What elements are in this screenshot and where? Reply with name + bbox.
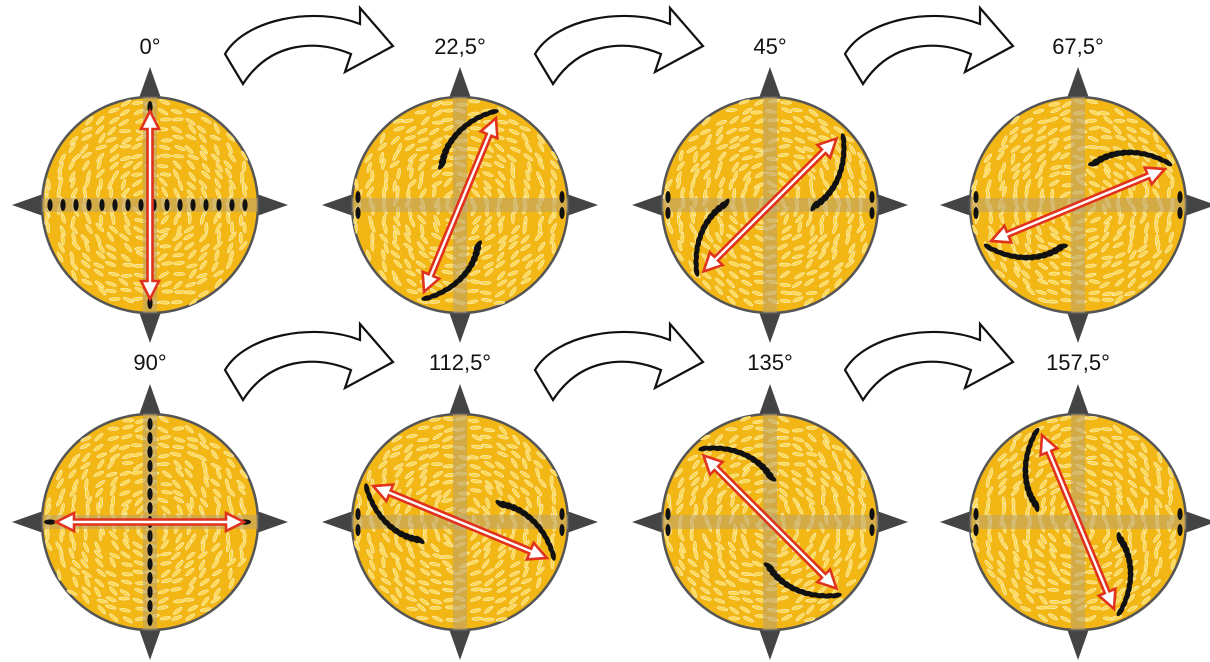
compass-marker [12, 193, 46, 217]
rotation-step-arrow [533, 5, 705, 87]
angle-label: 0° [139, 34, 161, 59]
polarizer-panel [322, 384, 598, 660]
polarization-arrow [701, 453, 839, 591]
polarizer-panel [940, 384, 1210, 660]
angle-label: 67,5° [1052, 34, 1104, 59]
compass-marker [940, 193, 974, 217]
compass-marker [138, 67, 162, 101]
polarizer-panel [632, 67, 908, 343]
compass-marker [758, 67, 782, 101]
polarization-arrow [53, 510, 247, 534]
angle-label: 22,5° [434, 34, 486, 59]
compass-marker [138, 626, 162, 660]
polarizer-panel [12, 384, 288, 660]
compass-marker [1066, 626, 1090, 660]
polarization-arrow [1039, 432, 1117, 612]
compass-marker [322, 193, 356, 217]
compass-marker [138, 384, 162, 418]
compass-marker [874, 193, 908, 217]
compass-marker [138, 309, 162, 343]
compass-marker [254, 510, 288, 534]
rotation-step-arrow [843, 321, 1015, 403]
polarization-arrow [988, 166, 1168, 244]
angle-label: 157,5° [1046, 350, 1110, 375]
compass-marker [940, 510, 974, 534]
compass-marker [448, 67, 472, 101]
polarizer-panel [12, 67, 288, 343]
rotation-step-arrow [843, 5, 1015, 87]
compass-marker [1066, 384, 1090, 418]
compass-marker [448, 309, 472, 343]
angle-label: 135° [747, 350, 793, 375]
polarization-arrow [701, 136, 839, 274]
compass-marker [254, 193, 288, 217]
compass-marker [322, 510, 356, 534]
compass-marker [448, 626, 472, 660]
compass-marker [1066, 67, 1090, 101]
polarizer-panel [632, 384, 908, 660]
compass-marker [448, 384, 472, 418]
compass-marker [874, 510, 908, 534]
compass-marker [12, 510, 46, 534]
compass-marker [632, 510, 666, 534]
rotation-step-arrow [533, 321, 705, 403]
angle-label: 45° [753, 34, 787, 59]
compass-marker [564, 510, 598, 534]
compass-marker [758, 384, 782, 418]
compass-marker [1182, 193, 1210, 217]
compass-marker [1182, 510, 1210, 534]
rotation-step-arrow [223, 321, 395, 403]
compass-marker [564, 193, 598, 217]
compass-marker [632, 193, 666, 217]
angle-label: 112,5° [428, 350, 492, 375]
polarization-arrow [138, 108, 162, 302]
polarizer-panel [940, 67, 1210, 343]
angle-label: 90° [133, 350, 167, 375]
compass-marker [1066, 309, 1090, 343]
rotation-step-arrow [223, 5, 395, 87]
compass-marker [758, 626, 782, 660]
polarization-arrow [370, 483, 550, 561]
compass-marker [758, 309, 782, 343]
polarizer-panel [322, 67, 598, 343]
polarization-arrow [421, 115, 499, 295]
